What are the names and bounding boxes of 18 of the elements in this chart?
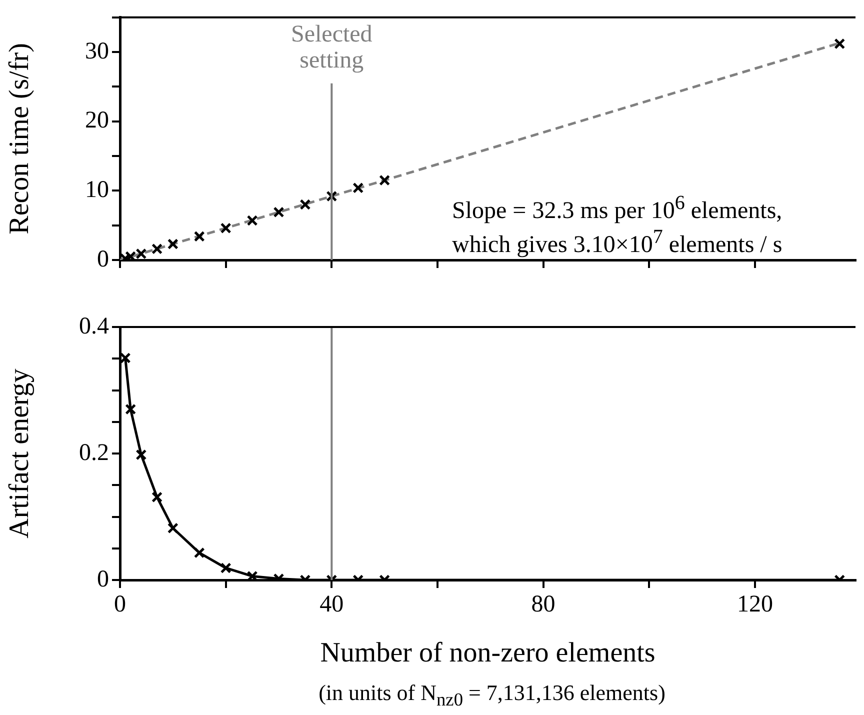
x-tick-label: 40 [320, 592, 344, 618]
y-tick-label: 10 [85, 176, 109, 203]
x-tick-label: 0 [114, 592, 126, 618]
y-tick-label: 20 [85, 108, 109, 134]
y-axis-title: Recon time (s/fr) [4, 43, 36, 234]
x-tick-label: 80 [531, 592, 556, 618]
ref-line-label: Selected setting [291, 22, 372, 74]
y-axis-title: Artifact energy [4, 368, 36, 538]
x-tick-label: 120 [736, 592, 773, 618]
y-tick-label: 0.4 [79, 313, 109, 340]
y-tick-label: 30 [85, 38, 109, 64]
y-tick-label: 0.2 [79, 440, 109, 466]
x-axis-title: Number of non-zero elements [320, 638, 656, 669]
annotation: Slope = 32.3 ms per 10$^{6}$ elements, [452, 191, 782, 226]
y-tick-label: 0 [97, 246, 109, 272]
y-tick-label: 0 [97, 566, 109, 592]
text: (in units of N$_{nz0}$ = 7,131,136 elements) [318, 679, 666, 712]
annotation: which gives 3.10×10$^{7}$ elements / s [452, 226, 782, 258]
